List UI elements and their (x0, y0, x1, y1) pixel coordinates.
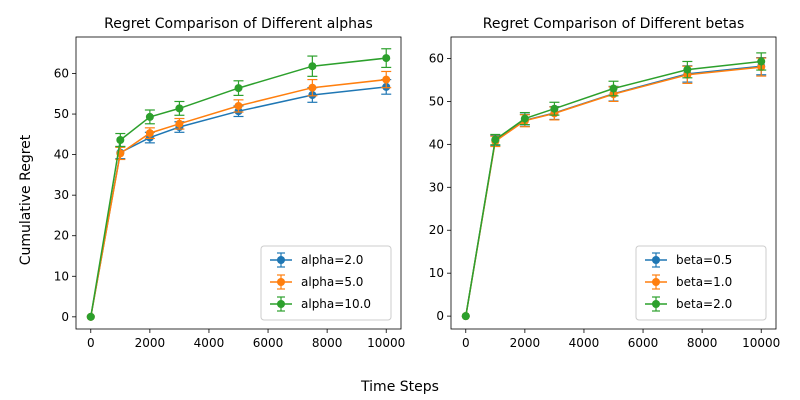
series-alpha=10.0 (86, 48, 392, 321)
plot-frame (450, 36, 777, 330)
y-tick-label: 20 (429, 223, 444, 237)
x-tick-label: 8000 (312, 336, 343, 350)
x-tick-label: 6000 (628, 336, 659, 350)
legend-marker (277, 300, 285, 308)
y-tick-label: 10 (429, 266, 444, 280)
legend-label: beta=1.0 (676, 275, 732, 289)
data-point (175, 104, 184, 113)
data-point (382, 54, 391, 63)
data-point (175, 119, 184, 128)
y-tick-label: 30 (429, 180, 444, 194)
data-point (308, 62, 317, 71)
legend-marker (652, 300, 660, 308)
chart-panel-alphas: Regret Comparison of Different alphas 0 20… (54, 16, 406, 350)
data-point (757, 57, 766, 66)
legend-box (260, 245, 392, 321)
x-tick-label: 10000 (742, 336, 780, 350)
data-point (145, 112, 154, 121)
series-beta=2.0 (461, 52, 767, 321)
legend-marker (652, 278, 660, 286)
y-tick-label: 40 (54, 148, 69, 162)
data-point (461, 312, 470, 321)
y-tick-label: 40 (429, 137, 444, 151)
legend-marker (277, 278, 285, 286)
y-tick-label: 50 (429, 94, 444, 108)
x-tick-label: 6000 (253, 336, 284, 350)
data-point (116, 136, 125, 145)
chart-title: Regret Comparison of Different betas (483, 16, 744, 32)
x-tick-label: 0 (462, 336, 470, 350)
shared-ylabel: Cumulative Regret (18, 134, 34, 265)
legend-box (635, 245, 767, 321)
x-tick-label: 0 (87, 336, 95, 350)
y-tick-label: 60 (429, 51, 444, 65)
x-tick-label: 10000 (367, 336, 405, 350)
data-point (520, 114, 529, 123)
x-tick-label: 2000 (510, 336, 541, 350)
data-point (609, 84, 618, 93)
data-point (382, 75, 391, 84)
legend-marker (277, 256, 285, 264)
chart-title: Regret Comparison of Different alphas (104, 16, 373, 32)
data-point (683, 65, 692, 74)
legend-label: alpha=10.0 (301, 297, 371, 311)
data-point (308, 83, 317, 92)
legend-label: beta=2.0 (676, 297, 732, 311)
plot-frame (75, 36, 402, 330)
y-tick-label: 20 (54, 229, 69, 243)
shared-xlabel: Time Steps (360, 379, 439, 395)
legend-label: alpha=5.0 (301, 275, 363, 289)
x-tick-label: 4000 (569, 336, 600, 350)
y-tick-label: 0 (436, 309, 444, 323)
y-tick-label: 30 (54, 188, 69, 202)
legend-label: alpha=2.0 (301, 253, 363, 267)
y-tick-label: 50 (54, 107, 69, 121)
legend-marker (652, 256, 660, 264)
legend-label: beta=0.5 (676, 253, 732, 267)
y-tick-label: 0 (61, 310, 69, 324)
data-point (86, 312, 95, 321)
x-tick-label: 4000 (194, 336, 225, 350)
data-point (145, 129, 154, 138)
data-point (234, 84, 243, 93)
y-tick-label: 10 (54, 269, 69, 283)
x-tick-label: 8000 (687, 336, 718, 350)
y-tick-label: 60 (54, 67, 69, 81)
data-point (491, 135, 500, 144)
x-tick-label: 2000 (135, 336, 166, 350)
data-point (550, 104, 559, 113)
data-point (234, 101, 243, 110)
